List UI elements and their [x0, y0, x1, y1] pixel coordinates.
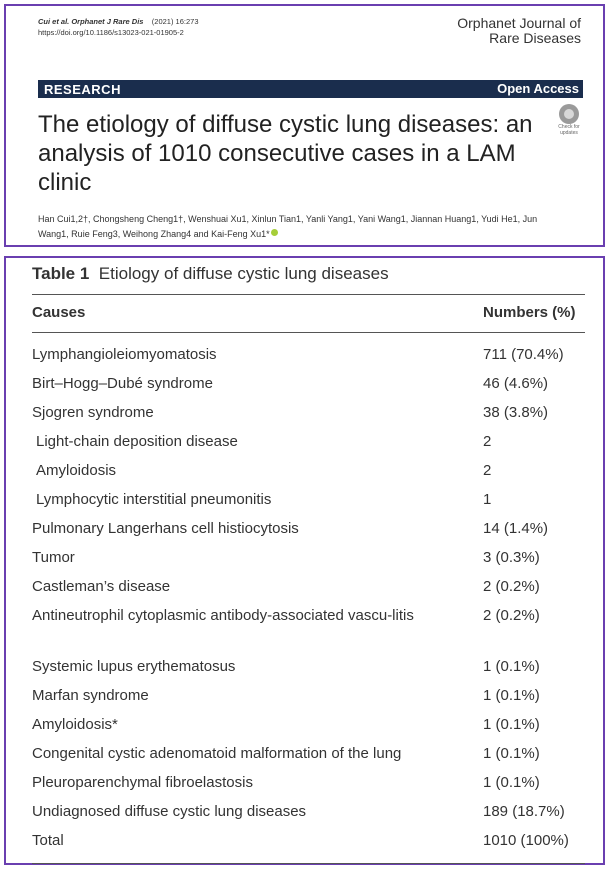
numbers-cell: 711 (70.4%) — [483, 346, 564, 363]
section-bar: RESEARCH Open Access — [38, 80, 583, 98]
cause-cell: Birt–Hogg–Dubé syndrome — [32, 375, 213, 392]
citation-year: (2021) 16:273 — [151, 17, 199, 26]
article-header-panel: Cui et al. Orphanet J Rare Dis (2021) 16… — [4, 4, 605, 247]
table-row: Total 1010 (100%) — [6, 832, 603, 861]
numbers-cell: 1 (0.1%) — [483, 745, 540, 762]
table-bottom-rule — [32, 863, 585, 864]
cause-cell: Undiagnosed diffuse cystic lung diseases — [32, 803, 307, 820]
doi-link[interactable]: https://doi.org/10.1186/s13023-021-01905… — [38, 28, 184, 37]
table-row: Amyloidosis* 1 (0.1%) — [6, 716, 603, 745]
table-row: Pleuroparenchymal fibroelastosis 1 (0.1%) — [6, 774, 603, 803]
numbers-cell: 46 (4.6%) — [483, 375, 549, 392]
cause-cell: Lymphocytic interstitial pneumonitis — [36, 491, 272, 508]
check-for-updates-icon — [559, 104, 579, 124]
cause-cell: Castleman’s disease — [32, 578, 171, 595]
table-row: Sjogren syndrome 38 (3.8%) — [6, 404, 603, 433]
numbers-cell: 1 (0.1%) — [483, 774, 540, 791]
journal-name-line2: Rare Diseases — [489, 30, 581, 46]
cause-cell: Systemic lupus erythematosus — [32, 658, 236, 675]
numbers-cell: 3 (0.3%) — [483, 549, 540, 566]
journal-name-line1: Orphanet Journal of — [457, 15, 581, 31]
cause-cell: Light-chain deposition disease — [36, 433, 238, 450]
table-row: Birt–Hogg–Dubé syndrome 46 (4.6%) — [6, 375, 603, 404]
table-panel: Table 1 Etiology of diffuse cystic lung … — [4, 256, 605, 865]
table-row: Castleman’s disease 2 (0.2%) — [6, 578, 603, 607]
table-row: Lymphangioleiomyomatosis 711 (70.4%) — [6, 346, 603, 375]
table-header-rule — [32, 332, 585, 333]
cause-cell: Total — [32, 832, 64, 849]
table-row: Marfan syndrome 1 (0.1%) — [6, 687, 603, 716]
cause-cell: Antineutrophil cytoplasmic antibody-asso… — [32, 607, 414, 624]
orcid-icon[interactable] — [270, 229, 278, 236]
numbers-cell: 2 — [483, 462, 492, 479]
numbers-cell: 14 (1.4%) — [483, 520, 549, 537]
author-list: Han Cui1,2†, Chongsheng Cheng1†, Wenshua… — [38, 212, 558, 242]
numbers-cell: 2 (0.2%) — [483, 578, 540, 595]
numbers-cell: 2 — [483, 433, 492, 450]
table-row: Light-chain deposition disease 2 — [6, 433, 603, 462]
numbers-cell: 1010 (100%) — [483, 832, 569, 849]
check-for-updates-text: Check for updates — [558, 124, 580, 136]
cause-cell: Pulmonary Langerhans cell histiocytosis — [32, 520, 299, 537]
citation-journal: Cui et al. Orphanet J Rare Dis — [38, 17, 144, 26]
numbers-cell: 189 (18.7%) — [483, 803, 565, 820]
table-row: Congenital cystic adenomatoid malformati… — [6, 745, 603, 774]
numbers-cell: 1 — [483, 491, 492, 508]
table-row: Pulmonary Langerhans cell histiocytosis 1… — [6, 520, 603, 549]
column-header-causes: Causes — [32, 304, 86, 321]
check-for-updates-badge[interactable]: Check for updates — [554, 104, 584, 140]
article-title: The etiology of diffuse cystic lung dise… — [38, 111, 533, 196]
numbers-cell: 1 (0.1%) — [483, 716, 540, 733]
table-row: Lymphocytic interstitial pneumonitis 1 — [6, 491, 603, 520]
cause-cell: Marfan syndrome — [32, 687, 149, 704]
table-top-rule — [32, 294, 585, 295]
numbers-cell: 1 (0.1%) — [483, 687, 540, 704]
numbers-cell: 1 (0.1%) — [483, 658, 540, 675]
cause-cell: Tumor — [32, 549, 75, 566]
journal-name: Orphanet Journal of Rare Diseases — [457, 16, 581, 46]
table-row: Systemic lupus erythematosus 1 (0.1%) — [6, 658, 603, 687]
cause-cell: Congenital cystic adenomatoid malformati… — [32, 745, 402, 762]
section-label: RESEARCH — [44, 82, 121, 97]
citation-block: Cui et al. Orphanet J Rare Dis (2021) 16… — [38, 16, 199, 38]
table-caption: Table 1 Etiology of diffuse cystic lung … — [32, 264, 389, 284]
cause-cell: Sjogren syndrome — [32, 404, 154, 421]
table-row: Undiagnosed diffuse cystic lung diseases… — [6, 803, 603, 832]
numbers-cell: 2 (0.2%) — [483, 607, 540, 624]
column-header-numbers: Numbers (%) — [483, 304, 576, 321]
cause-cell: Amyloidosis* — [32, 716, 118, 733]
table-row: Amyloidosis 2 — [6, 462, 603, 491]
table-row: Tumor 3 (0.3%) — [6, 549, 603, 578]
table-number: Table 1 — [32, 264, 90, 283]
cause-cell: Lymphangioleiomyomatosis — [32, 346, 217, 363]
table-row: Antineutrophil cytoplasmic antibody-asso… — [6, 607, 603, 658]
cause-cell: Amyloidosis — [36, 462, 117, 479]
author-names: Han Cui1,2†, Chongsheng Cheng1†, Wenshua… — [38, 214, 538, 239]
cause-cell: Pleuroparenchymal fibroelastosis — [32, 774, 253, 791]
numbers-cell: 38 (3.8%) — [483, 404, 549, 421]
open-access-label: Open Access — [497, 81, 579, 96]
table-caption-text: Etiology of diffuse cystic lung diseases — [98, 264, 389, 283]
